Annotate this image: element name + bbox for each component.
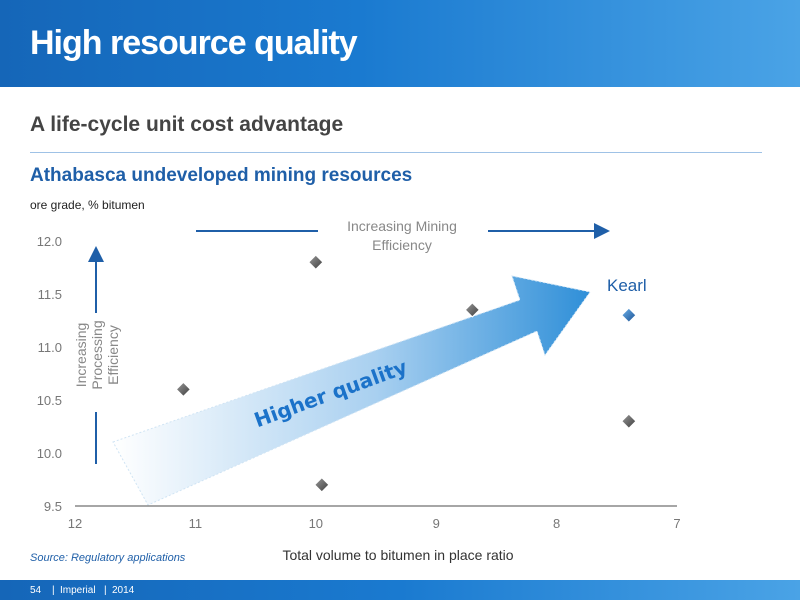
data-point (621, 413, 637, 429)
x-axis-label: Total volume to bitumen in place ratio (282, 547, 513, 563)
page-number: 54 (30, 585, 42, 596)
y-tick-label: 11.0 (38, 340, 62, 355)
data-points: Kearl (175, 254, 647, 493)
x-tick-label: 11 (189, 516, 203, 531)
x-tick-label: 10 (309, 516, 323, 531)
divider (30, 152, 762, 153)
footer-company: Imperial (60, 585, 96, 596)
x-efficiency-label-1: Increasing Mining (347, 218, 457, 234)
y-tick-label: 10.0 (37, 446, 62, 461)
x-tick-label: 8 (553, 516, 560, 531)
page-title: High resource quality (30, 24, 358, 62)
x-tick-label: 12 (68, 516, 82, 531)
y-efficiency-label-3: Efficiency (105, 325, 121, 385)
higher-quality-arrow (112, 275, 591, 506)
point-label-kearl: Kearl (607, 276, 647, 295)
y-efficiency-label-group: Increasing Processing Efficiency (73, 320, 121, 389)
x-tick-labels: 12 11 10 9 8 7 (68, 516, 681, 531)
x-tick-label: 7 (673, 516, 680, 531)
x-tick-label: 9 (433, 516, 440, 531)
x-efficiency-label-2: Efficiency (372, 237, 432, 253)
y-axis-label: ore grade, % bitumen (30, 198, 145, 212)
footer-year: 2014 (112, 585, 135, 596)
data-point (464, 302, 481, 318)
footer-bar: 54 | Imperial | 2014 (0, 580, 800, 600)
y-tick-label: 11.5 (38, 287, 62, 302)
y-tick-labels: 9.5 10.0 10.5 11.0 11.5 12.0 (37, 234, 62, 514)
y-tick-label: 9.5 (44, 499, 62, 514)
y-tick-label: 10.5 (37, 393, 62, 408)
data-point (308, 254, 324, 270)
data-point (175, 381, 192, 398)
highlighted-data-point (621, 307, 637, 323)
y-efficiency-label-1: Increasing (73, 323, 89, 388)
y-tick-label: 12.0 (37, 234, 62, 249)
header-banner: High resource quality (0, 0, 800, 87)
chart-title: Athabasca undeveloped mining resources (30, 165, 413, 186)
footer-separator-2: | (104, 585, 107, 596)
data-point (314, 477, 330, 493)
source-note: Source: Regulatory applications (30, 552, 186, 564)
y-efficiency-label-2: Processing (89, 320, 105, 389)
footer-separator-1: | (52, 585, 55, 596)
slide-subtitle: A life-cycle unit cost advantage (30, 113, 344, 136)
